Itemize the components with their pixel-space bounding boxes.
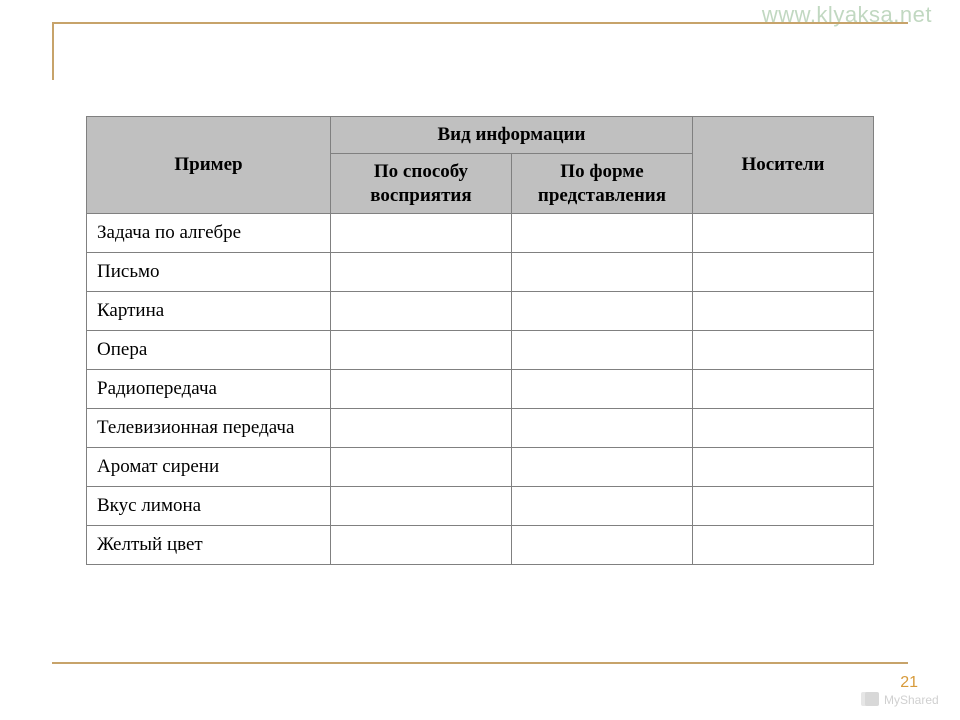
frame-border-left — [52, 22, 54, 80]
th-by-perception: По способу восприятия — [330, 153, 511, 214]
cell-example: Аромат сирени — [87, 448, 331, 487]
cell-by-representation — [511, 331, 692, 370]
th-by-representation: По форме представления — [511, 153, 692, 214]
cell-carriers — [692, 331, 873, 370]
cell-by-representation — [511, 526, 692, 565]
cell-example: Письмо — [87, 253, 331, 292]
logo-icon: MyShared — [860, 689, 950, 709]
table-row: Аромат сирени — [87, 448, 874, 487]
table-body: Задача по алгебре Письмо Картина Опера — [87, 214, 874, 565]
cell-by-representation — [511, 292, 692, 331]
slide-content: Пример Вид информации Носители По способ… — [86, 116, 874, 565]
cell-by-perception — [330, 526, 511, 565]
cell-by-perception — [330, 409, 511, 448]
cell-example: Радиопередача — [87, 370, 331, 409]
information-table: Пример Вид информации Носители По способ… — [86, 116, 874, 565]
cell-by-representation — [511, 214, 692, 253]
watermark-bottom: MyShared — [860, 689, 950, 712]
table-row: Опера — [87, 331, 874, 370]
cell-by-representation — [511, 487, 692, 526]
cell-by-perception — [330, 370, 511, 409]
cell-by-representation — [511, 409, 692, 448]
table-row: Вкус лимона — [87, 487, 874, 526]
cell-example: Телевизионная передача — [87, 409, 331, 448]
th-example: Пример — [87, 117, 331, 214]
cell-carriers — [692, 214, 873, 253]
cell-by-perception — [330, 487, 511, 526]
table-row: Желтый цвет — [87, 526, 874, 565]
cell-carriers — [692, 292, 873, 331]
cell-by-perception — [330, 331, 511, 370]
cell-carriers — [692, 409, 873, 448]
cell-by-representation — [511, 253, 692, 292]
cell-by-perception — [330, 292, 511, 331]
cell-carriers — [692, 487, 873, 526]
cell-carriers — [692, 253, 873, 292]
th-info-type: Вид информации — [330, 117, 692, 154]
table-row: Телевизионная передача — [87, 409, 874, 448]
cell-by-perception — [330, 448, 511, 487]
cell-example: Вкус лимона — [87, 487, 331, 526]
cell-example: Задача по алгебре — [87, 214, 331, 253]
cell-by-representation — [511, 448, 692, 487]
table-row: Письмо — [87, 253, 874, 292]
cell-example: Желтый цвет — [87, 526, 331, 565]
table-row: Задача по алгебре — [87, 214, 874, 253]
watermark-top: www.klyaksa.net — [762, 2, 932, 28]
cell-carriers — [692, 448, 873, 487]
cell-by-perception — [330, 253, 511, 292]
cell-carriers — [692, 370, 873, 409]
cell-example: Опера — [87, 331, 331, 370]
th-carriers: Носители — [692, 117, 873, 214]
table-row: Картина — [87, 292, 874, 331]
cell-carriers — [692, 526, 873, 565]
cell-example: Картина — [87, 292, 331, 331]
table-row: Радиопередача — [87, 370, 874, 409]
frame-border-bottom — [52, 662, 908, 664]
svg-text:MyShared: MyShared — [884, 693, 939, 707]
table-header-row-1: Пример Вид информации Носители — [87, 117, 874, 154]
frame-border-top — [52, 22, 908, 24]
cell-by-perception — [330, 214, 511, 253]
cell-by-representation — [511, 370, 692, 409]
